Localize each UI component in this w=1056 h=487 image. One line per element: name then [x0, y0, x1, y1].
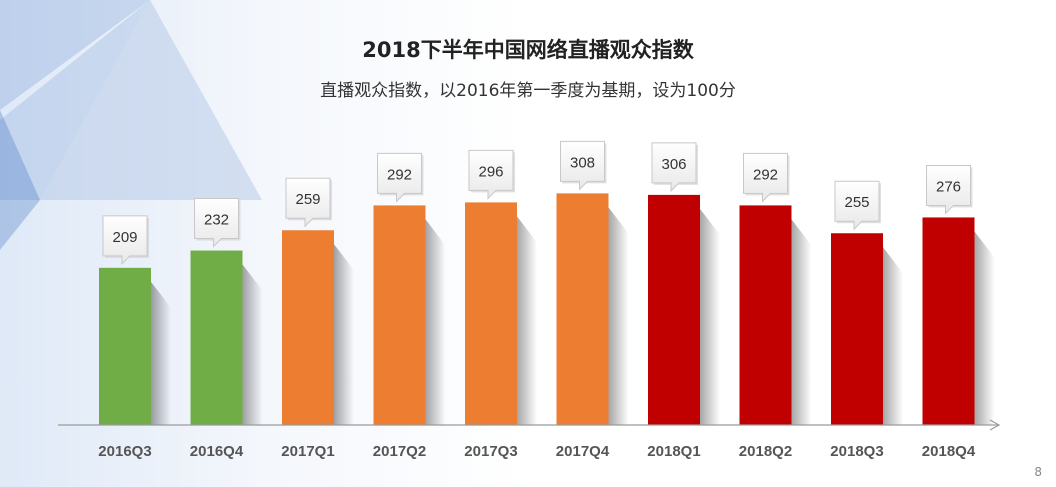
x-tick-label: 2017Q3	[464, 443, 517, 460]
bar	[373, 205, 426, 425]
value-callout	[926, 164, 971, 215]
bar	[922, 217, 975, 425]
x-tick-label: 2018Q2	[739, 443, 792, 460]
data-label: 255	[844, 194, 869, 211]
bar	[556, 193, 609, 425]
bar-shadow	[974, 231, 995, 425]
value-callout	[743, 152, 788, 203]
bar	[648, 194, 700, 425]
chart-title: 2018下半年中国网络直播观众指数	[362, 38, 694, 62]
bar-shadow	[700, 208, 720, 425]
x-axis-arrow	[989, 419, 1001, 431]
bar	[831, 233, 883, 425]
data-label: 296	[478, 163, 503, 180]
bar	[282, 230, 334, 425]
x-tick-label: 2016Q4	[190, 443, 244, 460]
data-label: 292	[387, 166, 412, 183]
data-label: 292	[753, 166, 778, 183]
data-label: 259	[295, 191, 320, 208]
data-label: 308	[570, 154, 595, 171]
bar	[465, 202, 517, 425]
x-tick-label: 2018Q1	[647, 443, 700, 460]
bar-shadow	[425, 219, 446, 425]
data-label: 306	[661, 156, 686, 173]
page-number: 8	[1034, 465, 1042, 479]
x-tick-label: 2017Q2	[373, 443, 426, 460]
bar-shadow	[608, 207, 629, 425]
bar	[739, 205, 792, 425]
x-tick-label: 2016Q3	[98, 443, 151, 460]
bar-shadow	[334, 244, 354, 425]
x-tick-label: 2017Q1	[281, 443, 334, 460]
bar-shadow	[151, 281, 171, 425]
data-label: 276	[936, 178, 961, 195]
data-label: 209	[112, 229, 137, 246]
bar-shadow	[883, 247, 903, 425]
x-tick-label: 2018Q4	[922, 443, 976, 460]
value-callout	[651, 142, 697, 193]
bar-shadow	[517, 216, 537, 425]
value-callout	[194, 198, 239, 248]
bar-shadow	[242, 264, 263, 425]
value-callout	[834, 180, 880, 231]
data-label: 232	[204, 212, 229, 229]
bar	[99, 267, 151, 425]
value-callout	[468, 149, 514, 200]
value-callout	[377, 152, 422, 203]
value-callout	[285, 177, 331, 228]
value-callout	[560, 140, 605, 191]
value-callout	[102, 215, 148, 266]
x-tick-label: 2017Q4	[556, 443, 610, 460]
x-tick-label: 2018Q3	[830, 443, 883, 460]
chart-subtitle: 直播观众指数，以2016年第一季度为基期，设为100分	[320, 81, 736, 101]
bar-shadow	[791, 219, 812, 425]
bar	[190, 250, 243, 425]
